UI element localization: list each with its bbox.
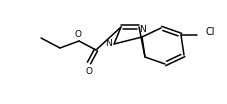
Text: N: N	[105, 40, 112, 48]
Text: Cl: Cl	[206, 27, 215, 37]
Text: N: N	[139, 25, 145, 34]
Text: O: O	[74, 30, 81, 39]
Text: O: O	[86, 67, 92, 76]
